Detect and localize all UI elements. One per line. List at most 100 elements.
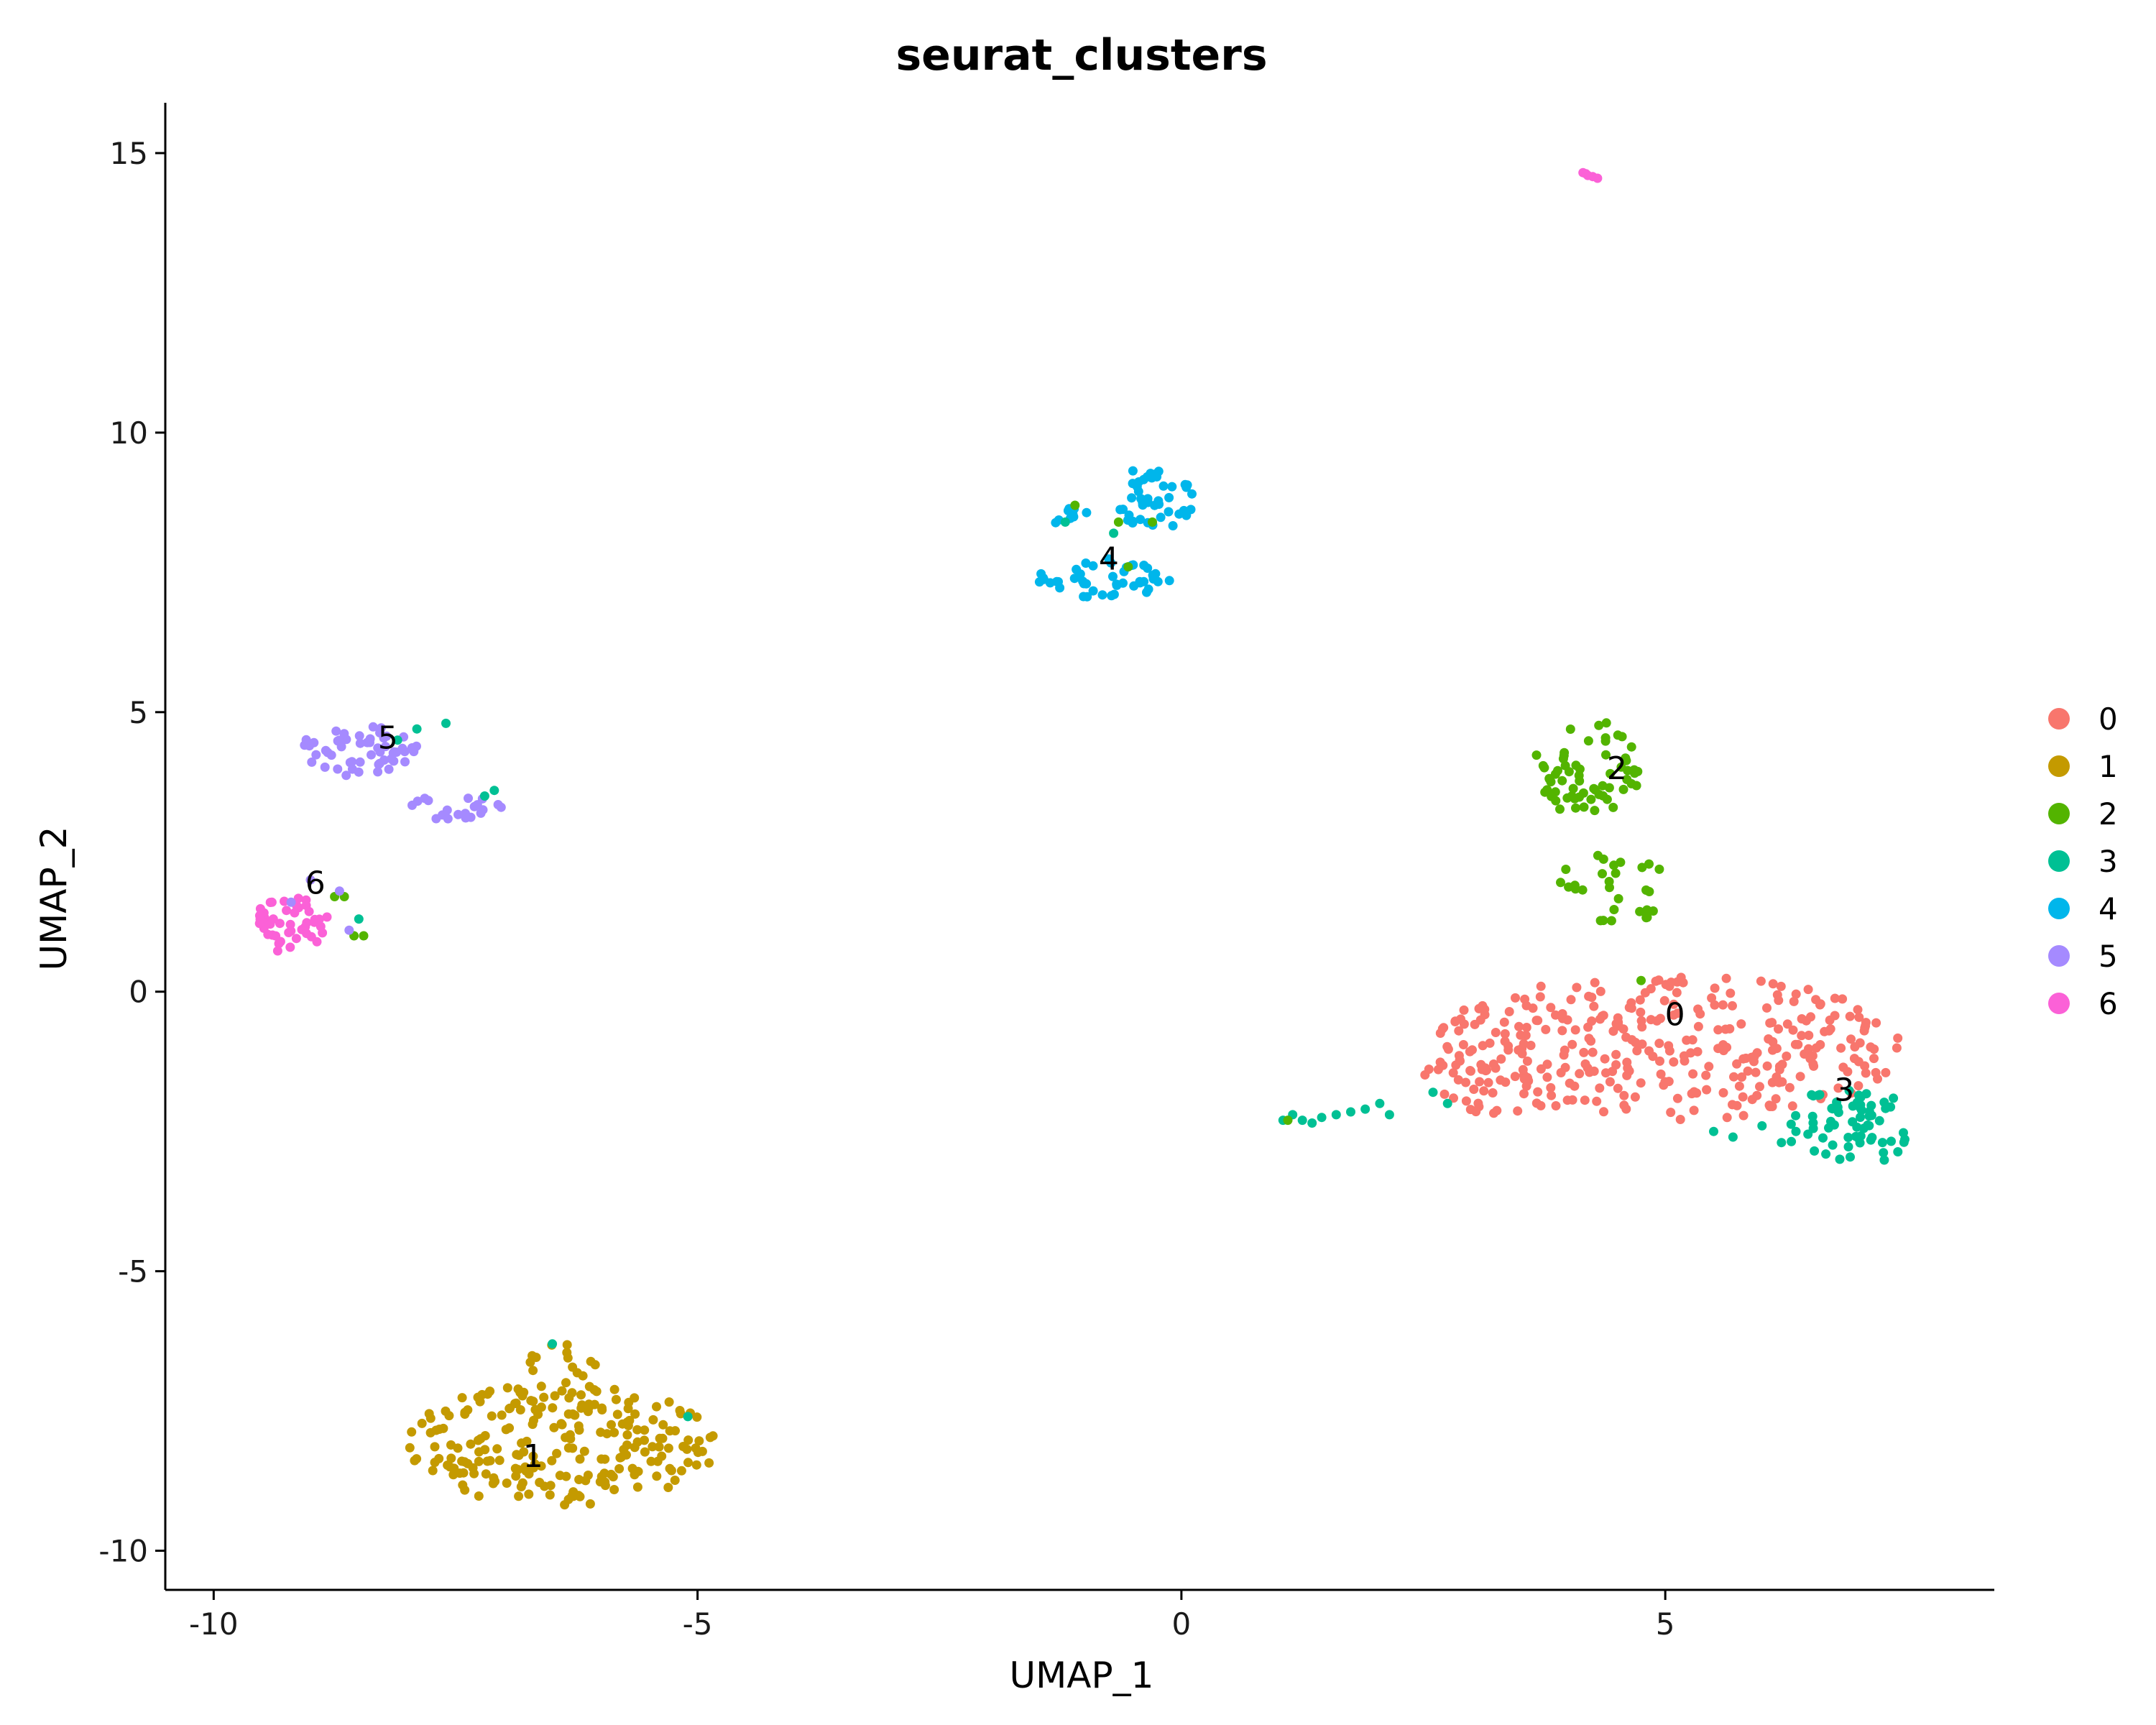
data-point <box>347 757 357 767</box>
data-point <box>1782 1019 1792 1029</box>
data-point <box>1791 1126 1801 1136</box>
data-point <box>563 1443 573 1453</box>
data-point <box>1459 1005 1469 1015</box>
data-point <box>630 1443 640 1453</box>
data-point <box>301 901 311 911</box>
data-point <box>359 931 369 941</box>
data-point <box>1879 1155 1889 1165</box>
data-point <box>1791 1110 1801 1121</box>
data-point <box>1587 1016 1597 1026</box>
data-point <box>1636 1007 1646 1017</box>
data-point <box>585 1499 595 1509</box>
data-point <box>1846 1152 1855 1162</box>
data-point <box>526 1396 536 1406</box>
data-point <box>640 1435 649 1445</box>
data-point <box>1774 1062 1784 1072</box>
data-point <box>665 1426 675 1436</box>
data-point <box>1560 1045 1570 1055</box>
data-point <box>472 800 482 810</box>
data-point <box>1815 1000 1825 1010</box>
data-point <box>1852 1098 1862 1108</box>
data-point <box>1454 1026 1464 1036</box>
data-point <box>1782 1052 1792 1061</box>
data-point <box>676 1466 686 1476</box>
data-point <box>611 1394 621 1404</box>
data-point <box>1479 1086 1489 1096</box>
data-point <box>1734 1081 1744 1091</box>
data-point <box>1553 765 1562 776</box>
data-point <box>652 1402 661 1412</box>
data-point <box>1088 561 1098 571</box>
data-point <box>1068 509 1078 519</box>
cluster-label: 4 <box>1099 540 1119 577</box>
data-point <box>1836 1043 1846 1053</box>
data-point <box>1672 1093 1682 1103</box>
data-point <box>1618 784 1628 794</box>
data-point <box>488 1478 498 1489</box>
data-point <box>412 724 422 734</box>
data-point <box>1331 1110 1341 1120</box>
data-point <box>1879 1098 1889 1108</box>
data-point <box>1635 995 1645 1005</box>
data-point <box>1108 571 1118 581</box>
data-point <box>655 1433 665 1443</box>
data-point <box>516 1482 526 1491</box>
data-point <box>302 929 311 939</box>
data-point <box>400 757 410 767</box>
data-point <box>572 1368 582 1378</box>
data-point <box>556 1419 566 1429</box>
data-point <box>1788 1025 1798 1035</box>
data-point <box>334 886 344 896</box>
data-point <box>1533 1016 1543 1026</box>
data-point <box>1483 1077 1493 1087</box>
data-point <box>1519 1074 1529 1084</box>
data-point <box>1513 1106 1523 1116</box>
data-point <box>293 893 303 903</box>
data-point <box>1843 1133 1853 1142</box>
data-point <box>1480 1004 1490 1014</box>
data-point <box>1488 1088 1498 1098</box>
data-point <box>285 942 295 952</box>
data-point <box>1469 1085 1479 1094</box>
data-point <box>505 1423 515 1433</box>
data-point <box>1722 1113 1732 1123</box>
data-point <box>1853 1057 1864 1067</box>
data-point <box>1877 1138 1887 1148</box>
data-point <box>676 1409 686 1419</box>
data-point <box>284 928 294 937</box>
data-point <box>423 796 433 806</box>
data-point <box>530 1459 540 1469</box>
data-point <box>1075 569 1085 579</box>
data-point <box>480 1445 490 1455</box>
data-point <box>1555 804 1565 814</box>
data-point <box>517 1391 528 1401</box>
data-point <box>1864 1121 1874 1131</box>
data-point <box>1630 768 1639 778</box>
data-point <box>1565 1078 1575 1088</box>
y-axis-title: UMAP_2 <box>33 827 75 971</box>
data-point <box>1619 1100 1629 1110</box>
data-points <box>254 167 1909 1510</box>
data-point <box>485 1386 495 1397</box>
data-point <box>1893 1147 1903 1156</box>
data-point <box>475 1397 485 1407</box>
data-point <box>563 1494 573 1504</box>
data-point <box>632 1482 642 1492</box>
data-point <box>1655 1013 1665 1024</box>
data-point <box>589 1399 599 1409</box>
data-point <box>1843 1067 1853 1077</box>
data-point <box>648 1414 658 1425</box>
data-point <box>1283 1116 1293 1126</box>
data-point <box>487 1411 497 1421</box>
data-point <box>441 1406 451 1416</box>
data-point <box>1635 906 1645 916</box>
data-point <box>1592 1096 1602 1106</box>
data-point <box>609 1485 619 1494</box>
data-point <box>691 1460 701 1470</box>
data-point <box>704 1458 714 1468</box>
data-point <box>1774 995 1784 1006</box>
data-point <box>683 1435 694 1445</box>
data-point <box>368 722 378 732</box>
data-point <box>562 1348 572 1358</box>
